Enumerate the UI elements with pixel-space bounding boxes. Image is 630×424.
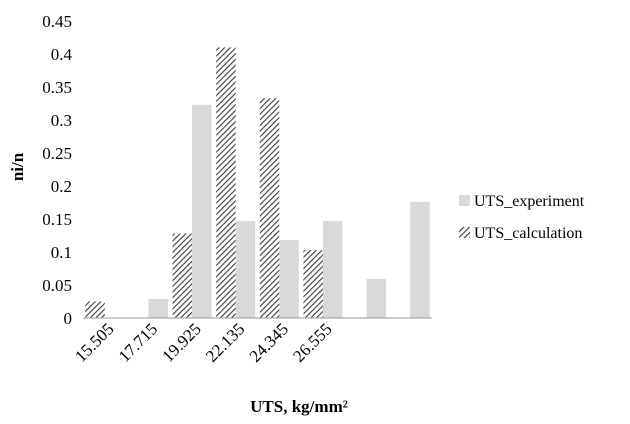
legend-swatch-UTS_calculation [459,227,470,238]
x-tick-label: 24.345 [246,319,292,365]
bar-UTS_experiment-7 [410,201,430,318]
y-tick-label: 0.05 [42,276,72,295]
legend-label: UTS_calculation [474,225,582,242]
bar-UTS_calculation-0 [85,301,105,318]
bar-UTS_experiment-4 [279,240,299,318]
y-tick-label: 0.1 [51,243,72,262]
y-tick-label: 0.2 [51,177,72,196]
bar-UTS_calculation-5 [303,250,323,318]
bar-UTS_experiment-2 [192,104,212,318]
y-tick-label: 0.4 [51,45,73,64]
bar-UTS_calculation-4 [259,98,280,318]
y-tick-label: 0 [64,309,73,328]
x-tick-label: 22.135 [202,319,248,365]
y-tick-label: 0.25 [42,144,72,163]
bar-UTS_experiment-3 [235,220,256,318]
legend-swatch-UTS_experiment [459,195,470,206]
y-tick-label: 0.15 [42,210,72,229]
x-tick-label: 17.715 [115,319,161,365]
x-tick-label: 19.925 [158,319,204,365]
y-tick-label: 0.35 [42,78,72,97]
legend: UTS_experiment UTS_calculation [459,193,585,242]
y-axis-title: ni/n [8,152,27,181]
y-tick-label: 0.3 [51,111,72,130]
bar-UTS_calculation-2 [172,233,193,318]
x-tick-label: 15.505 [71,319,117,365]
x-axis-title: UTS, kg/mm² [250,397,348,416]
legend-label: UTS_experiment [474,193,585,210]
bar-UTS_experiment-1 [148,298,168,318]
x-tick-label: 26.555 [289,319,335,365]
y-tick-label: 0.45 [42,12,72,31]
bar-UTS_calculation-3 [216,47,236,319]
bar-UTS_experiment-6 [366,279,387,318]
bar-UTS_experiment-5 [322,220,343,318]
